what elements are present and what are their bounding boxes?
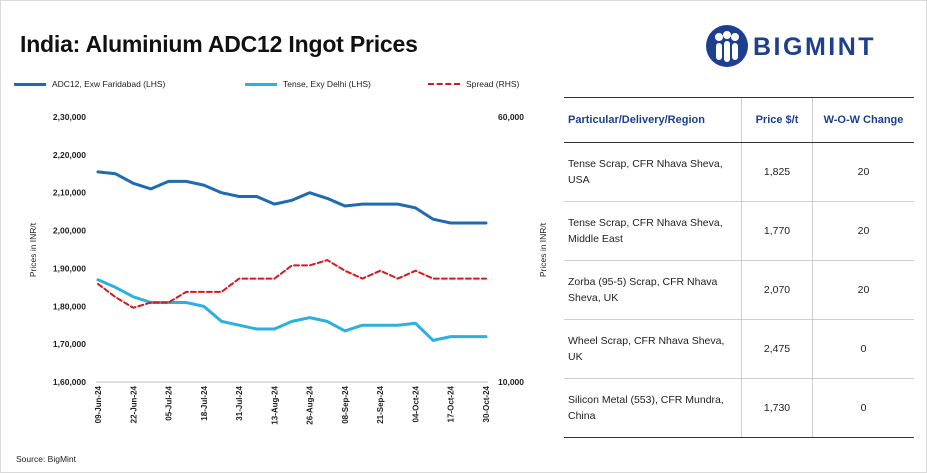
table-row: Wheel Scrap, CFR Nhava Sheva, UK 2,475 0 xyxy=(564,319,914,379)
cell-price: 1,770 xyxy=(741,201,813,261)
cell-particular: Tense Scrap, CFR Nhava Sheva, USA xyxy=(564,142,742,202)
chart-title: India: Aluminium ADC12 Ingot Prices xyxy=(20,31,418,57)
header-change: W-O-W Change xyxy=(812,97,914,143)
x-tick-label: 05-Jul-24 xyxy=(165,385,174,420)
legend-swatch-adc12 xyxy=(14,82,46,86)
legend-swatch-spread xyxy=(428,83,460,85)
table-row: Zorba (95-5) Scrap, CFR Nhava Sheva, UK 2… xyxy=(564,260,914,320)
table-row: Silicon Metal (553), CFR Mundra, China 1,… xyxy=(564,378,914,438)
legend-item-tense: Tense, Exy Delhi (LHS) xyxy=(245,79,371,89)
cell-price: 1,730 xyxy=(741,378,813,438)
table-row: Tense Scrap, CFR Nhava Sheva, Middle Eas… xyxy=(564,201,914,261)
y-axis-title-right: Prices in INR/t xyxy=(538,222,548,277)
x-tick-label: 21-Sep-24 xyxy=(376,385,385,423)
series-line-adc12 xyxy=(96,170,488,225)
bigmint-people-mark-icon xyxy=(706,25,748,67)
legend-item-adc12: ADC12, Exw Faridabad (LHS) xyxy=(14,79,165,89)
cell-particular: Silicon Metal (553), CFR Mundra, China xyxy=(564,378,742,438)
legend-item-spread: Spread (RHS) xyxy=(428,79,519,89)
y-tick-label-left: 2,10,000 xyxy=(53,188,86,198)
x-tick-label: 22-Jun-24 xyxy=(129,385,138,423)
y-tick-label-left: 2,30,000 xyxy=(53,112,86,122)
x-tick-label: 13-Aug-24 xyxy=(270,385,279,424)
y-tick-label-left: 1,60,000 xyxy=(53,377,86,387)
cell-change: 20 xyxy=(812,260,914,320)
cell-price: 2,070 xyxy=(741,260,813,320)
y-tick-label-right: 10,000 xyxy=(498,377,524,387)
y-tick-label-left: 2,20,000 xyxy=(53,150,86,160)
x-tick-label: 31-Jul-24 xyxy=(235,385,244,420)
table-row: Tense Scrap, CFR Nhava Sheva, USA 1,825 20 xyxy=(564,142,914,202)
cell-change: 0 xyxy=(812,378,914,438)
cell-change: 20 xyxy=(812,142,914,202)
cell-particular: Tense Scrap, CFR Nhava Sheva, Middle Eas… xyxy=(564,201,742,261)
legend-label-tense: Tense, Exy Delhi (LHS) xyxy=(283,79,371,89)
y-tick-label-right: 60,000 xyxy=(498,112,524,122)
x-tick-label: 17-Oct-24 xyxy=(447,385,456,422)
cell-change: 20 xyxy=(812,201,914,261)
y-tick-label-left: 2,00,000 xyxy=(53,226,86,236)
legend-label-spread: Spread (RHS) xyxy=(466,79,520,89)
cell-particular: Zorba (95-5) Scrap, CFR Nhava Sheva, UK xyxy=(564,260,742,320)
cell-price: 1,825 xyxy=(741,142,813,202)
x-tick-label: 09-Jun-24 xyxy=(94,385,103,423)
x-tick-label: 26-Aug-24 xyxy=(306,385,315,424)
brand-logo: BIGMINT xyxy=(705,24,905,68)
header-price: Price $/t xyxy=(741,97,813,143)
cell-price: 2,475 xyxy=(741,319,813,379)
y-tick-label-left: 1,90,000 xyxy=(53,263,86,273)
x-tick-label: 18-Jul-24 xyxy=(200,385,209,420)
x-tick-label: 08-Sep-24 xyxy=(341,385,350,423)
x-tick-label: 04-Oct-24 xyxy=(411,385,420,422)
y-tick-label-left: 1,70,000 xyxy=(53,339,86,349)
x-tick-label: 30-Oct-24 xyxy=(482,385,491,422)
price-table: Particular/Delivery/Region Price $/t W-O… xyxy=(564,97,914,438)
series-line-spread xyxy=(97,259,487,309)
price-table-header-row: Particular/Delivery/Region Price $/t W-O… xyxy=(564,97,914,143)
cell-change: 0 xyxy=(812,319,914,379)
header-particular: Particular/Delivery/Region xyxy=(564,97,742,143)
price-line-chart: 1,60,000 1,70,000 1,80,000 1,90,000 2,00,000… xyxy=(28,112,548,425)
y-axis-title-left: Prices in INR/t xyxy=(28,222,38,277)
legend-swatch-tense xyxy=(245,82,277,86)
legend-label-adc12: ADC12, Exw Faridabad (LHS) xyxy=(52,79,166,89)
y-tick-label-left: 1,80,000 xyxy=(53,301,86,311)
source-note: Source: BigMint xyxy=(16,454,76,464)
series-line-tense xyxy=(96,278,488,342)
brand-name: BIGMINT xyxy=(753,33,877,61)
cell-particular: Wheel Scrap, CFR Nhava Sheva, UK xyxy=(564,319,742,379)
